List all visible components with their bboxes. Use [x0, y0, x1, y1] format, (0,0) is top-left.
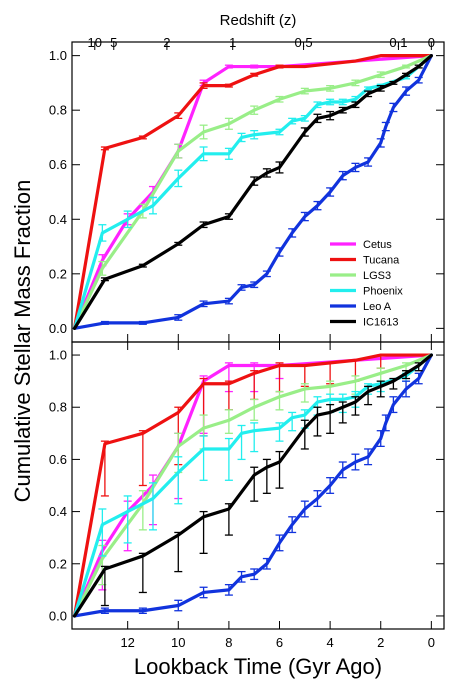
top-y-tick-label: 0.2	[49, 266, 67, 281]
legend-label: Cetus	[363, 239, 392, 251]
legend-label: Tucana	[363, 255, 400, 267]
top-panel: 0.0 0.2 0.4 0.6 0.8 1.0	[49, 41, 445, 343]
top-axis-title: Redshift (z)	[220, 12, 297, 29]
series-line	[72, 353, 433, 618]
bottom-frame	[71, 341, 445, 630]
y-axis-title: Cumulative Stellar Mass Fraction	[10, 180, 35, 503]
x-tick-label: 0	[428, 635, 435, 650]
series-line	[72, 54, 433, 330]
legend: Cetus Tucana LGS3 Phoenix Leo A IC1613	[330, 239, 403, 329]
bottom-y-tick-label: 0.0	[49, 608, 67, 623]
series-line	[72, 54, 433, 330]
x-tick-label: 2	[377, 635, 384, 650]
top-y-tick-label: 0.4	[49, 212, 67, 227]
legend-label: IC1613	[363, 317, 398, 329]
x-tick-label: 6	[276, 635, 283, 650]
bottom-series-leo-a	[72, 353, 433, 618]
series-line	[72, 353, 433, 618]
top-series-tucana	[72, 54, 433, 330]
bottom-panel: 0.0 0.2 0.4 0.6 0.8 1.0	[49, 341, 445, 630]
bottom-series-tucana	[72, 353, 433, 618]
series-line	[72, 353, 433, 618]
x-tick-label: 12	[120, 635, 134, 650]
top-y-tick-label: 0.0	[49, 321, 67, 336]
series-line	[72, 54, 433, 330]
bottom-series-cetus	[72, 353, 433, 618]
bottom-y-tick-label: 0.8	[49, 400, 67, 415]
bottom-series-phoenix	[72, 353, 433, 618]
top-y-tick-label: 0.6	[49, 157, 67, 172]
top-series-ic1613	[72, 54, 433, 330]
x-tick-label: 10	[171, 635, 185, 650]
top-y-tick-label: 0.8	[49, 103, 67, 118]
bottom-y-tick-label: 0.6	[49, 452, 67, 467]
top-series-leo-a	[72, 54, 433, 330]
x-tick-label: 4	[327, 635, 334, 650]
legend-label: Phoenix	[363, 286, 403, 298]
bottom-y-tick-label: 0.4	[49, 504, 67, 519]
top-series-lgs3	[72, 54, 433, 330]
bottom-series-lgs3	[72, 353, 433, 618]
bottom-y-tick-label: 0.2	[49, 556, 67, 571]
bottom-y-tick-label: 1.0	[49, 348, 67, 363]
bottom-series-ic1613	[72, 353, 433, 618]
series-line	[72, 353, 433, 618]
x-tick-labels: 12 10 8 6 4 2 0	[120, 635, 435, 650]
legend-label: LGS3	[363, 270, 391, 282]
series-line	[72, 353, 433, 618]
x-tick-label: 8	[225, 635, 232, 650]
top-y-tick-label: 1.0	[49, 48, 67, 63]
series-line	[72, 353, 433, 618]
legend-label: Leo A	[363, 301, 392, 313]
x-axis-title: Lookback Time (Gyr Ago)	[134, 654, 382, 679]
